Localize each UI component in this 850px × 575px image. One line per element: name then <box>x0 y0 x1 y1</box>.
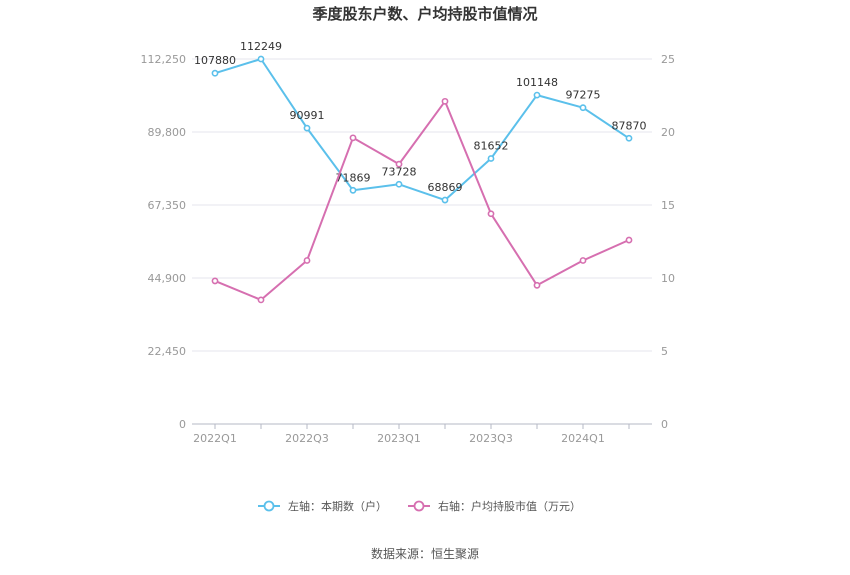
data-label: 112249 <box>240 40 282 53</box>
chart-title: 季度股东户数、户均持股市值情况 <box>312 5 537 23</box>
series-point-2 <box>211 277 219 285</box>
series-point-1 <box>303 124 311 132</box>
series-point-2 <box>625 236 633 244</box>
series-point-1 <box>257 55 265 63</box>
series-point-1 <box>533 91 541 99</box>
x-axis-tick-label: 2022Q3 <box>285 432 329 445</box>
series-point-2 <box>349 134 357 142</box>
legend-item-2[interactable]: 右轴：户均持股市值（万元） <box>408 499 581 513</box>
series-point-2 <box>257 296 265 304</box>
left-axis-tick-label: 22,450 <box>148 345 187 358</box>
legend-marker <box>413 500 425 512</box>
series-point-1 <box>441 196 449 204</box>
left-axis-tick-label: 44,900 <box>148 272 187 285</box>
left-y-axis: 0 22,450 44,900 67,350 89,800 112,250 <box>141 53 187 431</box>
legend-label: 左轴：本期数（户） <box>288 499 387 513</box>
grid-lines <box>192 58 652 352</box>
right-axis-tick-label: 5 <box>661 345 668 358</box>
series-group: 107880 112249 90991 71869 73728 68869 81652 101… <box>194 40 647 304</box>
right-y-axis: 0 5 10 15 20 25 <box>661 53 675 431</box>
data-label: 97275 <box>566 89 601 102</box>
left-axis-tick-label: 0 <box>179 418 186 431</box>
x-axis-tick-label: 2024Q1 <box>561 432 605 445</box>
x-axis-tick-label: 2023Q1 <box>377 432 421 445</box>
right-axis-tick-label: 10 <box>661 272 675 285</box>
data-label: 73728 <box>382 165 417 178</box>
series-line-1 <box>214 58 630 202</box>
series-point-1 <box>625 134 633 142</box>
series-point-2 <box>303 257 311 264</box>
series-point-1 <box>395 180 403 188</box>
series-point-1 <box>579 104 587 112</box>
x-axis-tick-label: 2023Q3 <box>469 432 513 445</box>
left-axis-tick-label: 112,250 <box>141 53 187 66</box>
series-point-1 <box>487 155 495 162</box>
legend-item-1[interactable]: 左轴：本期数（户） <box>258 499 387 513</box>
series-point-1 <box>349 186 357 194</box>
data-label: 68869 <box>428 181 463 194</box>
series-point-2 <box>441 97 449 105</box>
x-axis: 2022Q1 2022Q3 2023Q1 2023Q3 2024Q1 <box>192 423 652 445</box>
legend-marker <box>263 500 275 512</box>
series-point-1 <box>211 69 219 77</box>
data-label: 107880 <box>194 54 236 67</box>
data-label: 101148 <box>516 76 558 89</box>
data-source-note: 数据来源：恒生聚源 <box>371 546 479 561</box>
legend-label: 右轴：户均持股市值（万元） <box>438 499 581 513</box>
series-line-2 <box>214 100 630 301</box>
right-axis-tick-label: 20 <box>661 126 675 139</box>
series-point-2 <box>395 160 403 168</box>
right-axis-tick-label: 15 <box>661 199 675 212</box>
legend[interactable]: 左轴：本期数（户） 右轴：户均持股市值（万元） <box>258 499 581 513</box>
data-label: 90991 <box>290 109 325 122</box>
left-axis-tick-label: 67,350 <box>148 199 187 212</box>
data-label: 81652 <box>474 139 509 152</box>
data-label: 87870 <box>612 119 647 132</box>
series-point-2 <box>579 257 587 264</box>
data-label: 71869 <box>336 171 371 184</box>
right-axis-tick-label: 25 <box>661 53 675 66</box>
series-point-2 <box>487 210 495 218</box>
x-axis-tick-label: 2022Q1 <box>193 432 237 445</box>
left-axis-tick-label: 89,800 <box>148 126 187 139</box>
right-axis-tick-label: 0 <box>661 418 668 431</box>
series-point-2 <box>533 281 541 289</box>
